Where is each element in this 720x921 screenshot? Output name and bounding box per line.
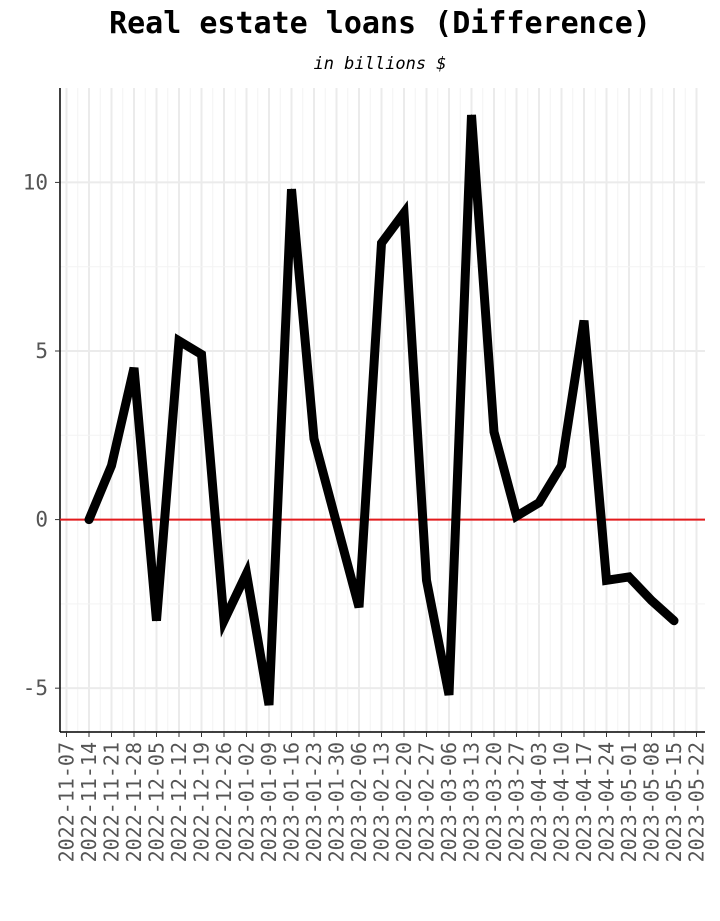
x-tick-label: 2023-02-27	[415, 742, 439, 862]
x-tick-label: 2023-01-16	[280, 742, 304, 862]
x-tick-label: 2023-01-30	[325, 742, 349, 862]
x-tick-label: 2023-01-09	[257, 742, 281, 862]
chart-title: Real estate loans (Difference)	[109, 6, 651, 41]
x-tick-label: 2022-12-12	[167, 742, 191, 862]
data-point	[201, 353, 202, 355]
x-tick-label: 2022-12-19	[190, 742, 214, 862]
x-tick-label: 2023-03-06	[437, 742, 461, 862]
data-point	[516, 515, 517, 517]
data-point	[381, 242, 382, 244]
data-point	[133, 367, 135, 369]
x-tick-label: 2022-12-05	[145, 742, 169, 862]
data-point	[313, 438, 315, 440]
x-tick-label: 2023-04-10	[550, 742, 574, 862]
x-tick-label: 2023-04-03	[527, 742, 551, 862]
data-point	[246, 573, 247, 575]
y-tick-label: 10	[23, 170, 48, 194]
data-point	[223, 620, 225, 622]
x-tick-label: 2023-05-01	[617, 742, 641, 862]
data-point	[448, 694, 450, 696]
x-tick-label: 2023-02-13	[370, 742, 394, 862]
x-tick-label: 2023-04-17	[572, 742, 596, 862]
data-point	[268, 704, 270, 706]
x-tick-label: 2023-04-24	[595, 742, 619, 862]
data-point	[111, 465, 112, 467]
x-tick-label: 2023-02-06	[347, 742, 371, 862]
data-point	[561, 465, 562, 467]
x-tick-label: 2023-05-15	[662, 742, 686, 862]
x-tick-label: 2023-03-20	[482, 742, 506, 862]
y-tick-label: 0	[35, 508, 48, 532]
x-tick-label: 2023-01-02	[235, 742, 259, 862]
x-tick-label: 2023-05-08	[640, 742, 664, 862]
data-point	[628, 576, 630, 578]
x-tick-label: 2023-03-13	[460, 742, 484, 862]
data-point	[606, 579, 607, 581]
x-tick-label: 2023-02-20	[392, 742, 416, 862]
y-tick-label: -5	[23, 676, 48, 700]
data-point	[358, 606, 360, 608]
data-point	[156, 620, 157, 622]
x-tick-label: 2022-11-28	[122, 742, 146, 862]
data-point	[651, 600, 652, 602]
x-tick-label: 2022-11-21	[100, 742, 124, 862]
data-point	[426, 579, 427, 581]
data-point	[583, 320, 585, 322]
data-point	[403, 212, 405, 214]
x-tick-label: 2023-01-23	[302, 742, 326, 862]
data-point	[471, 114, 472, 116]
chart-subtitle: in billions $	[313, 54, 447, 74]
data-point	[538, 502, 540, 504]
data-point	[178, 340, 180, 342]
data-point	[336, 522, 337, 524]
data-point	[673, 620, 675, 622]
x-tick-label: 2023-03-27	[505, 742, 529, 862]
y-tick-label: 5	[35, 339, 48, 363]
x-tick-label: 2022-11-14	[77, 742, 101, 862]
data-point	[88, 519, 90, 521]
data-point	[493, 431, 495, 433]
data-point	[291, 188, 292, 190]
x-tick-label: 2022-12-26	[212, 742, 236, 862]
x-tick-label: 2023-05-22	[685, 742, 709, 862]
x-tick-label: 2022-11-07	[55, 742, 79, 862]
